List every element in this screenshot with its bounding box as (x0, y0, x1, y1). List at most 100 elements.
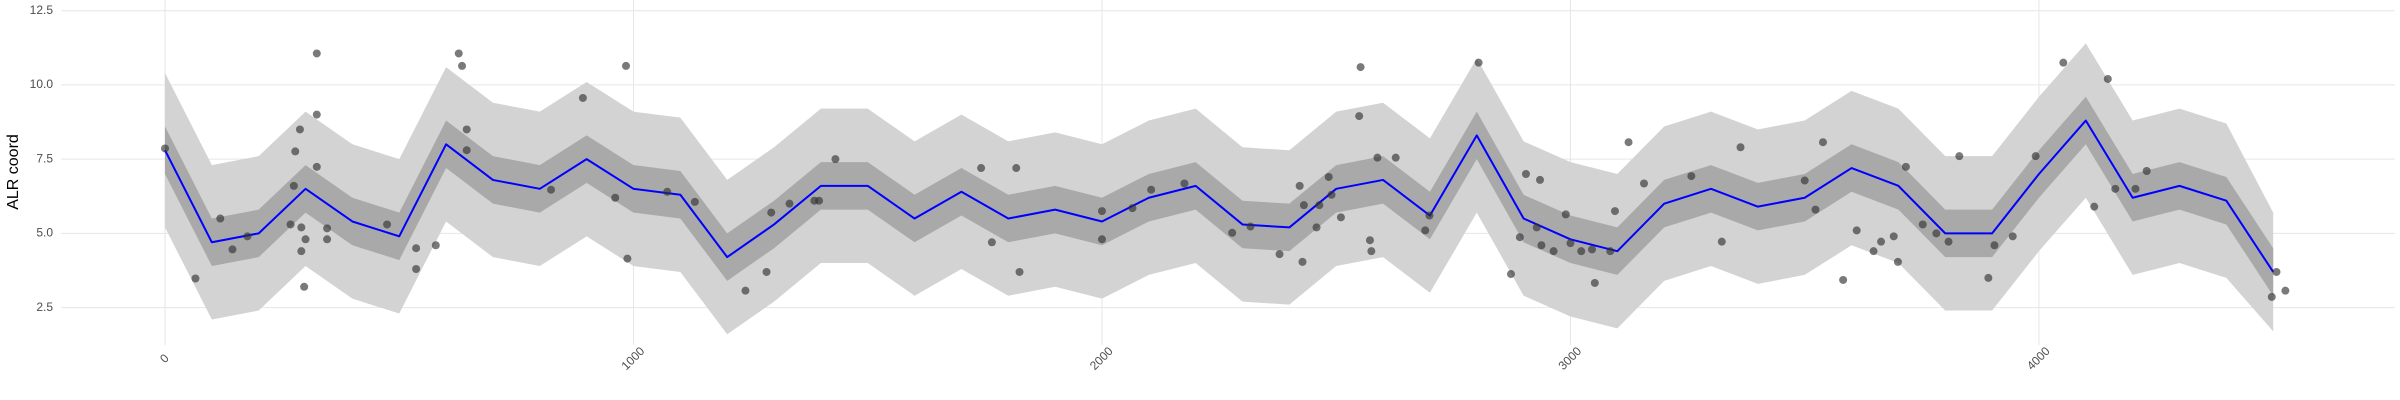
data-point (2059, 58, 2068, 67)
data-point (191, 274, 200, 283)
data-point (1590, 278, 1599, 287)
data-point (2267, 292, 2276, 301)
data-point (1852, 226, 1861, 235)
data-point (1532, 223, 1541, 232)
data-point (1606, 247, 1615, 256)
data-point (462, 125, 471, 134)
data-point (291, 147, 300, 156)
data-point (458, 61, 467, 70)
data-point (286, 220, 295, 229)
data-point (1097, 207, 1106, 216)
y-axis-title: ALR coord (5, 134, 22, 210)
data-point (1536, 175, 1545, 184)
data-point (1128, 204, 1137, 213)
data-point (815, 196, 824, 205)
y-tick-label: 10.0 (30, 77, 54, 91)
data-point (1391, 153, 1400, 162)
data-point (1800, 176, 1809, 185)
data-point (1984, 273, 1993, 282)
data-point (1566, 239, 1575, 248)
data-point (1877, 237, 1886, 246)
data-point (1889, 232, 1898, 241)
x-tick-label: 4000 (2024, 344, 2053, 373)
data-point (1990, 241, 1999, 250)
confidence-band (165, 96, 2274, 296)
data-point (690, 197, 699, 206)
data-point (1521, 169, 1530, 178)
data-point (2103, 74, 2112, 83)
data-point (831, 155, 840, 164)
data-point (1355, 112, 1364, 121)
data-point (1421, 226, 1430, 235)
data-point (1736, 143, 1745, 152)
data-point (1932, 229, 1941, 238)
data-point (431, 241, 440, 250)
data-point (1549, 247, 1558, 256)
data-point (1315, 201, 1324, 210)
data-point (1425, 211, 1434, 220)
data-point (2272, 267, 2281, 276)
data-point (2131, 184, 2140, 193)
data-point (301, 235, 310, 244)
data-point (741, 286, 750, 295)
y-tick-label: 2.5 (36, 300, 53, 314)
data-point (1893, 257, 1902, 266)
data-point (1610, 207, 1619, 216)
data-point (289, 181, 298, 190)
data-point (767, 208, 776, 217)
data-point (1367, 247, 1376, 256)
data-point (1324, 172, 1333, 181)
data-point (987, 238, 996, 247)
data-point (412, 244, 421, 253)
data-point (2090, 202, 2099, 211)
data-point (243, 232, 252, 241)
x-tick-label: 0 (157, 351, 172, 366)
data-point (623, 254, 632, 263)
data-point (1955, 152, 1964, 161)
data-point (161, 144, 170, 153)
data-point (1624, 138, 1633, 147)
data-point (1588, 245, 1597, 254)
data-point (1474, 58, 1483, 67)
y-tick-label: 12.5 (30, 3, 54, 17)
data-point (295, 125, 304, 134)
data-point (1869, 247, 1878, 256)
data-point (1356, 63, 1365, 72)
data-point (1901, 162, 1910, 171)
data-point (1577, 247, 1586, 256)
data-point (312, 49, 321, 58)
data-point (216, 214, 225, 223)
data-point (323, 224, 332, 233)
y-tick-label: 7.5 (36, 151, 53, 165)
data-point (663, 187, 672, 196)
data-point (1228, 228, 1237, 237)
data-point (1246, 222, 1255, 231)
data-point (323, 235, 332, 244)
data-point (1275, 250, 1284, 259)
data-point (2008, 232, 2017, 241)
data-point (1811, 205, 1820, 214)
y-tick-label: 5.0 (36, 226, 53, 240)
data-point (312, 162, 321, 171)
data-point (1561, 210, 1570, 219)
data-point (1818, 138, 1827, 147)
data-point (1012, 164, 1021, 173)
data-point (578, 93, 587, 102)
data-point (462, 146, 471, 155)
data-point (1336, 213, 1345, 222)
data-point (1839, 275, 1848, 284)
x-tick-label: 2000 (1087, 344, 1116, 373)
data-point (547, 185, 556, 194)
x-tick-label: 3000 (1555, 344, 1584, 373)
data-point (454, 49, 463, 58)
data-point (1298, 257, 1307, 266)
data-point (1097, 235, 1106, 244)
data-point (2281, 286, 2290, 295)
data-point (977, 164, 986, 173)
data-point (1015, 267, 1024, 276)
data-point (297, 223, 306, 232)
data-point (383, 220, 392, 229)
data-point (1506, 270, 1515, 279)
